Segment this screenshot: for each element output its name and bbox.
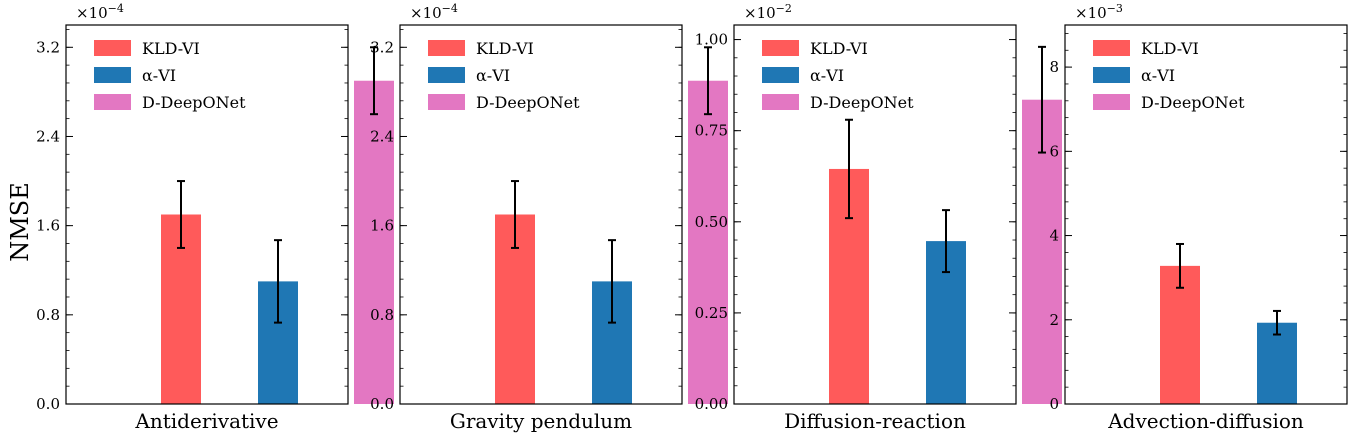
bar-d-deeponet [688,80,728,404]
bar-d-deeponet [354,80,394,404]
legend-label: D-DeepONet [1141,93,1245,112]
legend-label: α-VI [810,66,844,85]
y-tick-label: 0.75 [695,122,728,140]
legend-label: D-DeepONet [142,93,246,112]
axis-scale-label: ×10−2 [744,2,792,22]
x-axis-label: Gravity pendulum [450,409,632,433]
plot-frame [733,24,1017,405]
y-tick-label: 8 [1049,58,1059,76]
legend-swatch [428,67,465,83]
plot-frame [65,24,349,405]
y-axis-label: NMSE [6,182,34,262]
plot-frame [1064,24,1348,405]
x-axis-label: Advection-diffusion [1107,409,1304,433]
y-tick-label: 0.0 [370,395,394,413]
y-tick-label: 0 [1049,395,1059,413]
chart-panel: 0.00 0.25 0.50 0.75 1.00 ×10−2 Diffusion-react… [695,2,1062,433]
legend-swatch [1093,94,1130,110]
y-tick-label: 1.00 [695,31,728,49]
legend-label: α-VI [1141,66,1175,85]
y-tick-label: 2.4 [36,127,60,145]
plot-frame [399,24,683,405]
legend-label: KLD-VI [1141,39,1199,58]
x-axis-label: Antiderivative [134,409,278,433]
y-tick-label: 0.0 [36,395,60,413]
y-tick-label: 0.8 [370,306,394,324]
panels: 0.0 0.8 1.6 2.4 3.2 ×10−4 Antiderivative KLD-VI… [36,2,1348,433]
legend-swatch [762,40,799,56]
bar-kld-vi [1160,265,1200,404]
legend-swatch [94,67,131,83]
legend-label: α-VI [476,66,510,85]
bar-alpha-vi [1257,322,1297,404]
legend-swatch [1093,67,1130,83]
legend-swatch [94,94,131,110]
chart-panel: 0 2 4 6 8 ×10−3 Advection-diffusion KLD-VI α-VI D… [1049,2,1348,433]
y-tick-label: 0.8 [36,306,60,324]
legend-label: KLD-VI [476,39,534,58]
chart-panel: 0.0 0.8 1.6 2.4 3.2 ×10−4 Antiderivative KLD-VI… [36,2,394,433]
y-tick-label: 4 [1049,227,1059,245]
chart-panel: 0.0 0.8 1.6 2.4 3.2 ×10−4 Gravity pendulum KLD-… [370,2,728,433]
y-tick-label: 2 [1049,311,1059,329]
legend-swatch [428,94,465,110]
legend-swatch [762,67,799,83]
legend-label: D-DeepONet [476,93,580,112]
axis-scale-label: ×10−4 [76,2,124,22]
y-tick-label: 1.6 [370,217,394,235]
y-tick-label: 2.4 [370,127,394,145]
legend-swatch [428,40,465,56]
legend-label: KLD-VI [810,39,868,58]
y-tick-label: 3.2 [36,38,60,56]
legend-swatch [762,94,799,110]
y-tick-label: 0.25 [695,304,728,322]
legend-swatch [1093,40,1130,56]
axis-scale-label: ×10−4 [410,2,458,22]
y-tick-label: 0.50 [695,213,728,231]
y-tick-label: 0.00 [695,395,728,413]
x-axis-label: Diffusion-reaction [784,409,966,433]
legend-label: α-VI [142,66,176,85]
y-tick-label: 1.6 [36,217,60,235]
y-tick-label: 3.2 [370,38,394,56]
legend-label: D-DeepONet [810,93,914,112]
axis-scale-label: ×10−3 [1075,2,1123,22]
legend-swatch [94,40,131,56]
legend-label: KLD-VI [142,39,200,58]
y-tick-label: 6 [1049,142,1059,160]
